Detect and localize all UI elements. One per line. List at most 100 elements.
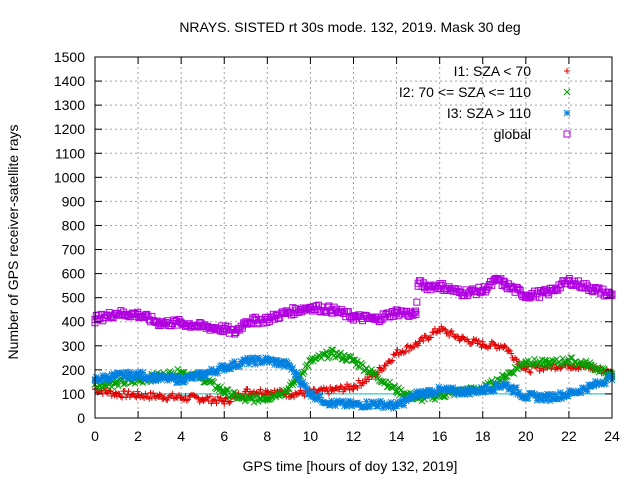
series-layer [91,274,616,412]
data-point [257,386,264,393]
data-point [238,360,246,368]
data-point [217,383,224,391]
data-point [319,388,326,395]
data-point [323,348,330,356]
y-tick-label: 300 [62,338,86,354]
x-axis-label: GPS time [hours of doy 132, 2019] [243,458,458,474]
data-point [446,332,453,339]
data-point [115,390,122,397]
data-point [325,353,333,361]
x-tick-label: 8 [263,428,271,444]
data-point [560,393,568,401]
data-point [142,390,149,397]
data-point [232,390,240,398]
y-tick-label: 1200 [54,121,85,137]
data-point [152,395,159,402]
data-point [248,394,255,402]
data-point [214,369,222,377]
data-point [478,344,485,351]
data-point [508,350,515,357]
data-point [416,338,423,345]
data-point [174,365,182,373]
data-point [408,344,415,351]
data-point [108,392,115,399]
data-point [244,386,251,393]
legend-label: I3: SZA > 110 [447,105,531,121]
data-point [250,398,258,406]
data-point [487,343,494,350]
data-point [325,390,332,397]
data-point [112,378,120,386]
y-tick-label: 600 [62,266,86,282]
data-point [325,302,333,310]
data-point [377,378,384,385]
data-point [440,325,447,332]
data-point [413,298,421,306]
data-point [288,393,295,400]
data-point [130,375,138,382]
data-point [176,377,184,385]
data-point [389,357,396,364]
data-point [190,392,197,399]
y-tick-label: 1000 [54,169,85,185]
y-tick-label: 1300 [54,97,85,113]
data-point [450,331,457,338]
data-point [584,387,591,395]
data-point [479,338,486,345]
data-point [329,346,337,354]
data-point [477,341,484,348]
legend-marker [563,130,571,138]
data-point [400,350,407,357]
data-point [380,365,387,372]
data-point [223,386,231,393]
data-point [590,362,598,370]
data-point [204,394,211,401]
data-point [337,383,344,390]
data-point [348,356,356,364]
y-tick-label: 1400 [54,73,85,89]
data-point [359,361,366,369]
data-point [607,292,615,300]
data-point [170,395,177,402]
legend-label: I2: 70 <= SZA <= 110 [399,84,531,100]
data-point [430,329,437,336]
data-point [501,343,508,350]
data-point [491,341,498,348]
data-point [372,369,379,377]
data-point [423,392,431,400]
x-tick-label: 20 [518,428,534,444]
data-point [540,367,547,374]
y-tick-label: 0 [77,410,85,426]
data-point [473,336,480,343]
series-2 [91,354,616,412]
data-point [221,400,228,407]
data-point [468,340,475,347]
data-point [284,389,291,397]
data-point [505,346,512,353]
data-point [515,388,523,396]
y-tick-label: 900 [62,193,86,209]
data-point [562,362,569,369]
x-tick-label: 18 [475,428,491,444]
data-point [186,393,193,400]
data-point [602,380,609,387]
data-point [428,334,435,341]
series-3 [91,274,616,338]
x-tick-label: 4 [177,428,185,444]
data-point [402,348,409,355]
x-tick-label: 12 [346,428,362,444]
data-point [146,395,153,402]
y-tick-label: 700 [62,242,86,258]
data-point [295,375,303,383]
data-point [503,344,510,351]
x-tick-label: 22 [561,428,577,444]
data-point [255,395,263,403]
data-point [600,365,608,373]
data-point [527,369,534,376]
data-point [346,386,353,393]
x-tick-label: 16 [432,428,448,444]
data-point [194,394,201,401]
x-tick-label: 10 [303,428,319,444]
data-point [506,347,513,354]
